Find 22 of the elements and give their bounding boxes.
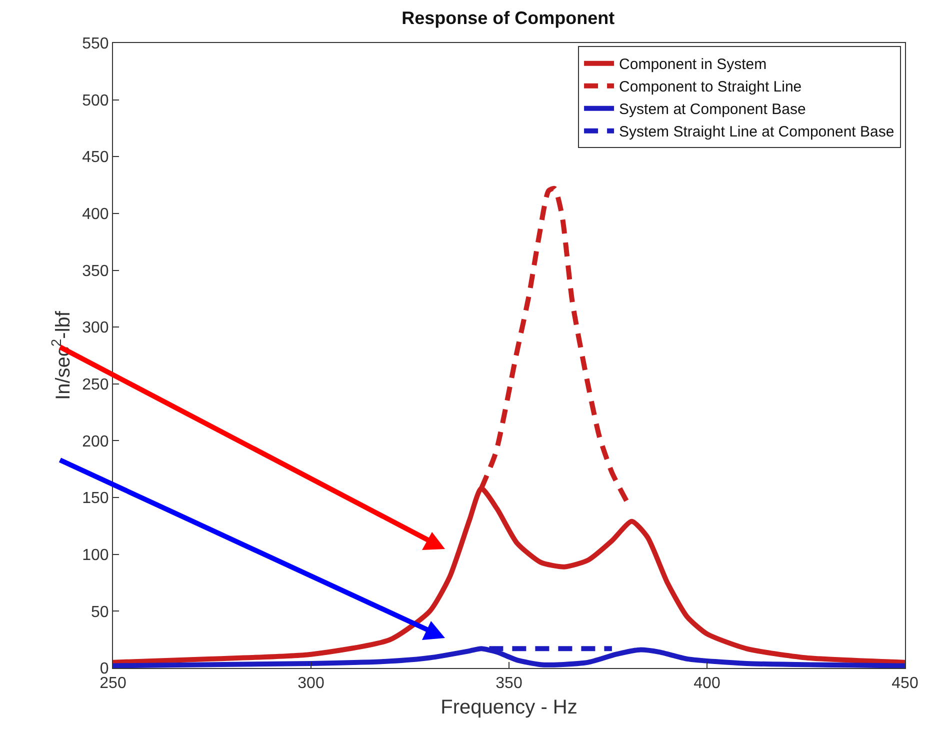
y-tick-label: 350: [82, 262, 109, 280]
y-tick-label: 400: [82, 206, 109, 224]
x-axis-title: Frequency - Hz: [440, 696, 578, 719]
y-tick-label: 100: [82, 546, 109, 564]
chart-title: Response of Component: [402, 8, 615, 28]
y-tick-label: 150: [82, 490, 109, 508]
y-tick-label: 200: [82, 433, 109, 450]
x-tick-label: 300: [298, 675, 324, 692]
y-tick-label: 450: [82, 149, 109, 166]
legend-label: Component in System: [619, 56, 767, 74]
y-tick-label: 300: [82, 320, 109, 337]
y-tick-label: 500: [82, 92, 109, 110]
legend-label: System at Component Base: [619, 101, 806, 118]
y-tick-label: 0: [100, 660, 109, 678]
y-tick-label: 250: [82, 376, 109, 394]
y-tick-label: 550: [82, 36, 109, 53]
legend-label: Component to Straight Line: [619, 78, 802, 96]
x-tick-label: 450: [892, 675, 918, 692]
y-tick-label: 50: [91, 604, 109, 621]
legend-label: System Straight Line at Component Base: [619, 124, 894, 141]
x-tick-label: 400: [694, 675, 720, 692]
x-tick-label: 350: [496, 675, 522, 692]
